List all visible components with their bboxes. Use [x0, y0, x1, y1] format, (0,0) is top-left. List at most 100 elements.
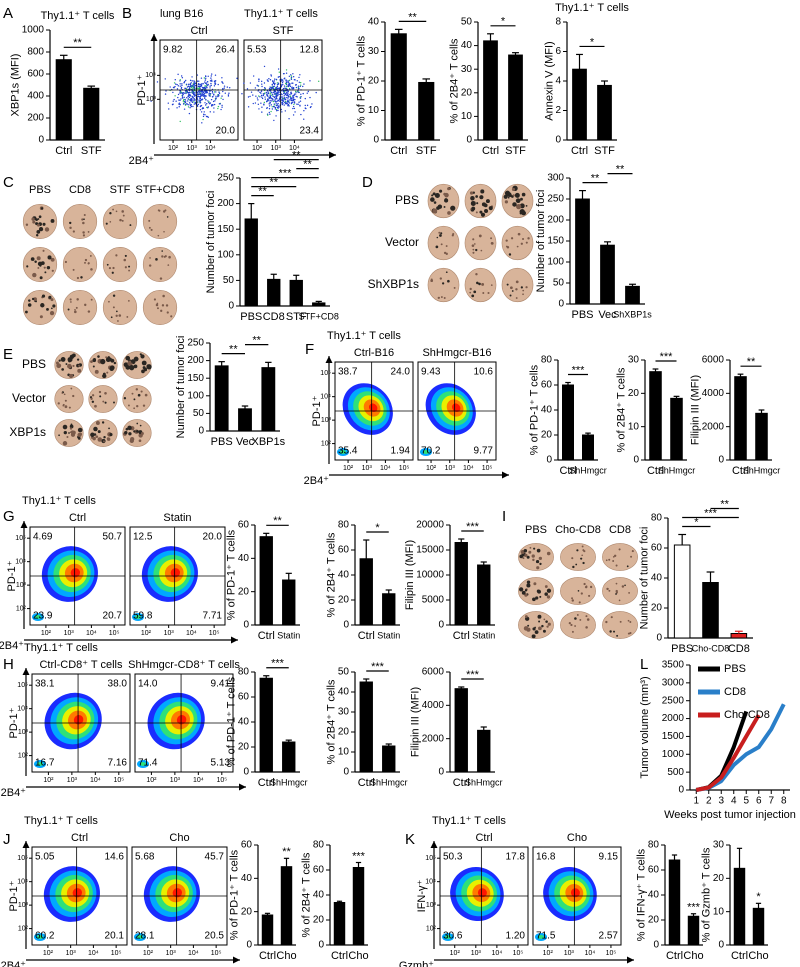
bar	[259, 677, 273, 773]
tumor-spot	[26, 265, 29, 268]
tumor-spot	[42, 222, 46, 226]
error-bar	[565, 381, 571, 385]
event-dot	[275, 95, 277, 98]
lung-photo	[22, 204, 58, 240]
event-dot	[293, 103, 295, 106]
event-dot	[273, 96, 276, 99]
x-tick-label: STF	[416, 145, 437, 157]
panel-letter: A	[3, 5, 13, 22]
tumor-spot	[112, 294, 116, 297]
event-dot	[282, 97, 285, 100]
tumor-spot	[444, 192, 449, 198]
event-dot	[189, 79, 192, 82]
tumor-spot	[35, 218, 39, 221]
sig-label: **	[73, 37, 82, 49]
lung-photo	[427, 267, 460, 303]
tumor-spot	[84, 261, 86, 264]
x-tick-label: 10²	[450, 950, 461, 957]
event-dot	[288, 83, 290, 86]
panel-letter: G	[3, 508, 15, 525]
event-dot	[277, 76, 280, 78]
tumor-spot	[66, 436, 69, 439]
tumor-spot	[118, 314, 122, 317]
event-dot	[299, 81, 302, 84]
event-dot	[261, 106, 263, 108]
event-dot	[187, 83, 190, 86]
event-dot	[260, 94, 263, 97]
quadrant-value: 28.1	[135, 931, 155, 942]
event-dot	[271, 98, 273, 100]
tumor-spot	[538, 556, 543, 561]
event-dot	[199, 99, 202, 102]
y-tick-label: 10	[461, 111, 473, 122]
event-dot	[208, 101, 210, 103]
event-dot	[221, 77, 223, 79]
y-tick-label: 4	[555, 76, 561, 87]
tumor-spot	[50, 257, 55, 262]
tumor-spot	[39, 315, 43, 319]
event-dot	[220, 108, 222, 111]
event-dot	[181, 97, 184, 99]
event-dot	[283, 104, 285, 106]
y-tick-label: 0	[558, 299, 564, 310]
tumor-spot	[111, 271, 114, 274]
event-dot	[191, 101, 194, 104]
y-tick-label: 15000	[416, 545, 444, 556]
lung-photo	[22, 247, 58, 283]
tumor-spot	[445, 245, 448, 248]
tumor-spot	[37, 266, 40, 269]
tumor-spot	[124, 266, 127, 269]
event-dot	[294, 111, 296, 113]
tumor-spot	[56, 361, 59, 365]
bar	[359, 558, 373, 626]
event-dot	[199, 90, 201, 93]
y-tick-label: 50	[338, 667, 350, 678]
event-dot	[274, 98, 277, 100]
tumor-spot	[487, 291, 490, 295]
y-tick-label: 150	[217, 224, 234, 235]
tumor-spot	[522, 289, 525, 292]
x-tick-label: 10³	[471, 950, 482, 957]
event-dot	[198, 91, 200, 93]
event-dot	[209, 90, 211, 92]
event-dot	[188, 102, 191, 104]
event-dot	[204, 92, 206, 95]
tumor-spot	[531, 554, 535, 558]
event-dot	[205, 85, 207, 87]
tumor-spot	[545, 620, 548, 623]
lung-photo	[122, 351, 152, 379]
x-tick-label: 2	[706, 796, 712, 807]
tumor-spot	[102, 440, 105, 443]
event-dot	[197, 103, 200, 106]
tumor-spot	[526, 555, 530, 559]
tumor-spot	[91, 394, 95, 397]
event-dot	[272, 95, 274, 97]
row-label: Vector	[12, 391, 46, 405]
event-dot	[274, 99, 276, 101]
tumor-spot	[582, 549, 585, 552]
event-dot	[217, 83, 219, 86]
column-label: Cho-CD8	[555, 524, 601, 536]
event-dot	[184, 90, 187, 92]
tumor-spot	[536, 566, 540, 570]
error-bar	[264, 912, 271, 915]
y-tick-label: 0	[466, 135, 472, 146]
event-dot	[281, 82, 284, 84]
y-axis-label: Number of tumor foci	[175, 336, 187, 439]
y-tick-label: 2000	[702, 421, 725, 432]
event-dot	[286, 96, 288, 99]
event-dot	[274, 87, 277, 89]
y-tick-label: 40	[461, 40, 473, 51]
error-bar	[263, 532, 270, 537]
sig-label: ***	[371, 661, 385, 673]
lung-photo	[501, 183, 534, 219]
density-contour	[570, 888, 580, 898]
bar	[508, 54, 523, 141]
tumor-spot	[61, 392, 64, 394]
condition-label: Statin	[163, 512, 191, 524]
condition-label: ShHmgcr-B16	[422, 347, 491, 359]
event-dot	[198, 98, 201, 100]
error-bar	[671, 854, 678, 860]
event-dot	[288, 102, 291, 104]
y-tick-label: 40	[338, 570, 350, 581]
